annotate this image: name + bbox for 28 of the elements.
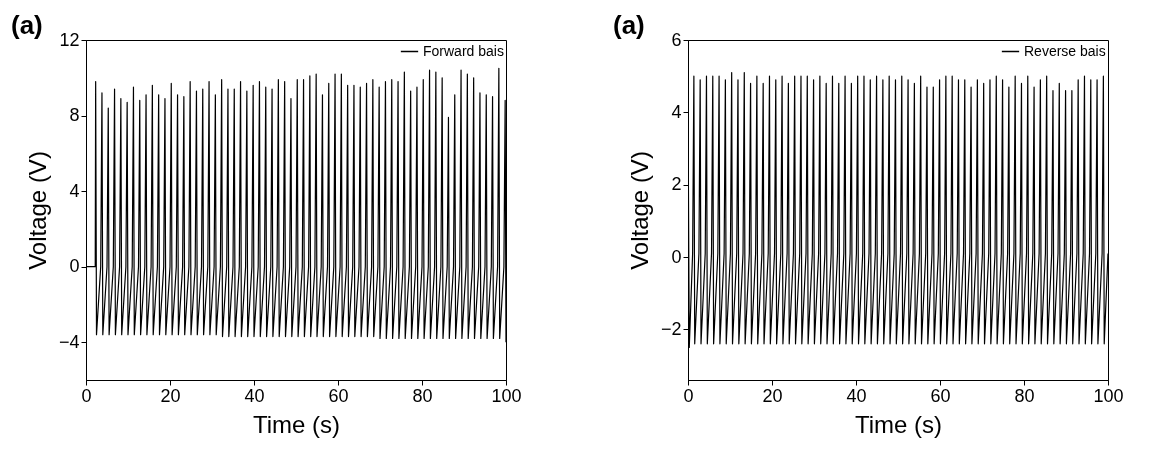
y-tick-label: 0	[671, 246, 682, 267]
x-tick-label: 20	[762, 385, 783, 406]
legend-label: Reverse bais	[1024, 42, 1106, 59]
x-tick-label: 100	[1093, 385, 1124, 406]
y-tick-label: −2	[660, 318, 682, 339]
x-tick-label: 60	[930, 385, 951, 406]
x-tick-label: 80	[412, 385, 433, 406]
y-axis-title: Voltage (V)	[23, 151, 51, 270]
y-axis-title: Voltage (V)	[625, 151, 653, 270]
y-tick-label: 0	[69, 256, 80, 277]
x-tick-label: 100	[491, 385, 522, 406]
x-tick-label: 40	[846, 385, 867, 406]
y-tick-label: 2	[671, 174, 682, 195]
y-tick-label: 8	[69, 105, 80, 126]
chart-title: (a)	[613, 10, 645, 40]
legend-label: Forward bais	[423, 42, 504, 59]
y-tick-label: 4	[671, 101, 682, 122]
x-axis-title: Time (s)	[252, 410, 341, 438]
x-tick-label: 60	[328, 385, 349, 406]
y-tick-label: 6	[671, 29, 682, 50]
y-tick-label: −4	[58, 331, 80, 352]
x-tick-label: 40	[244, 385, 265, 406]
chart-title: (a)	[11, 10, 43, 40]
x-tick-label: 80	[1014, 385, 1035, 406]
y-tick-label: 12	[59, 29, 80, 50]
y-tick-label: 4	[69, 180, 80, 201]
x-tick-label: 20	[160, 385, 181, 406]
x-axis-title: Time (s)	[854, 410, 943, 438]
